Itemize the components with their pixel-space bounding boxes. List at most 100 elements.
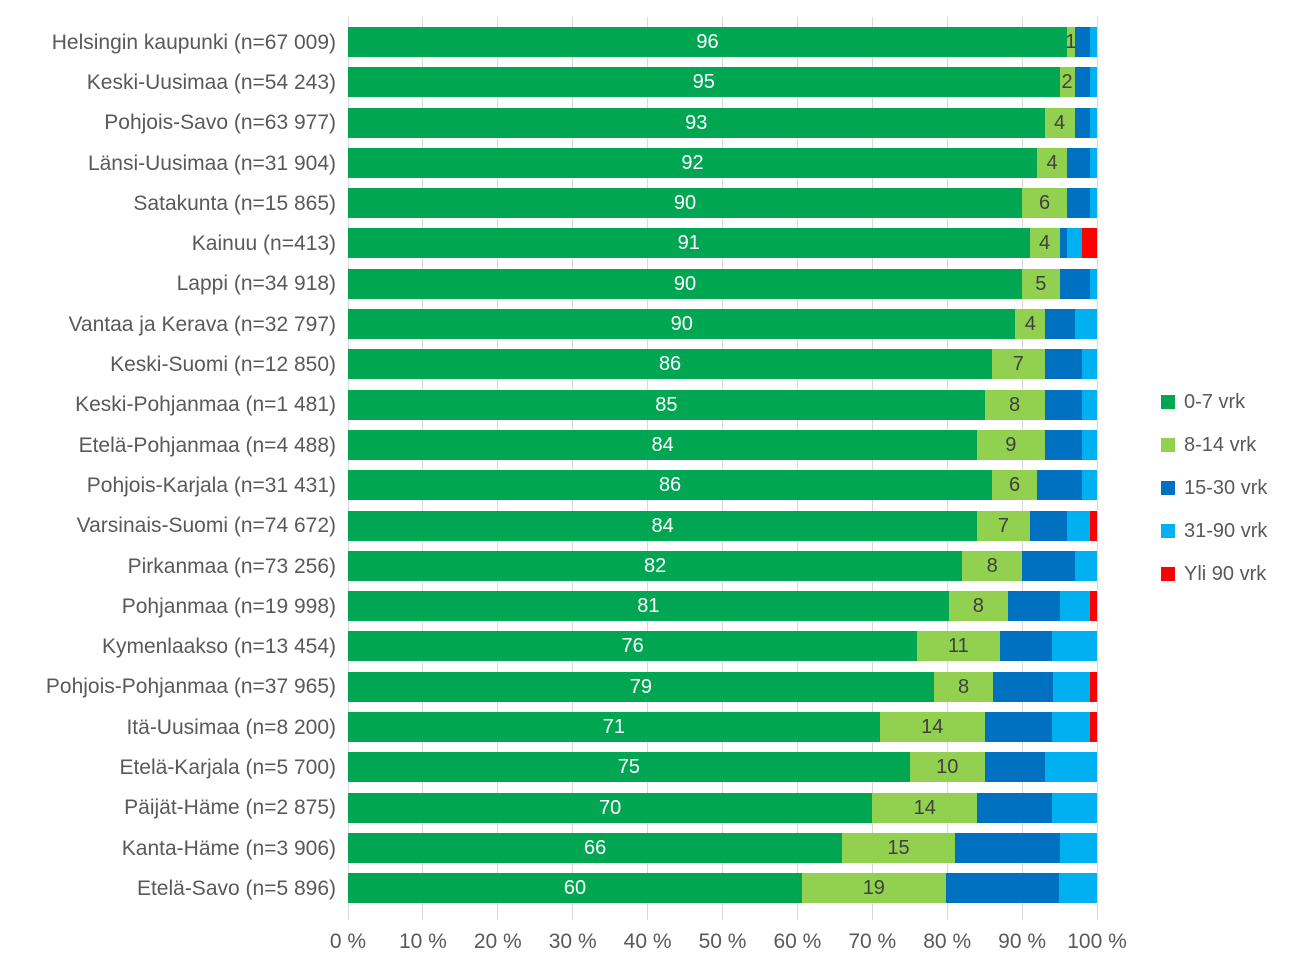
category-label: Satakunta (n=15 865) — [133, 191, 336, 215]
bar-segment-8-14-vrk: 4 — [1029, 228, 1060, 259]
category-label: Keski-Pohjanmaa (n=1 481) — [75, 393, 336, 417]
category-label: Keski-Uusimaa (n=54 243) — [86, 70, 336, 94]
bar-segment-31-90-vrk — [1052, 712, 1090, 743]
data-label: 8 — [972, 595, 984, 618]
bar-segment-15-30-vrk — [1008, 591, 1060, 622]
category-label-row: Pohjois-Pohjanmaa (n=37 965) — [0, 662, 336, 702]
stacked-bar: 93 4 — [348, 107, 1097, 138]
stacked-bar: 75 10 — [348, 752, 1098, 783]
bar-rows: 96 1 95 2 93 4 92 4 90 6 91 4 90 5 90 4 86 7 85 8 84 9 86 6 84 7 8… — [348, 17, 1098, 904]
gridline — [1096, 17, 1098, 920]
bar-segment-8-14-vrk: 8 — [933, 671, 994, 702]
category-label: Päijät-Häme (n=2 875) — [124, 796, 336, 820]
bar-segment-15-30-vrk — [1074, 107, 1090, 138]
data-label: 86 — [658, 353, 682, 376]
bar-segment-31-90-vrk — [1089, 27, 1097, 57]
category-label-row: Pohjanmaa (n=19 998) — [0, 581, 336, 621]
x-tick-label: 50 % — [698, 930, 747, 953]
gridline — [796, 17, 798, 920]
bar-segment-31-90-vrk — [1082, 429, 1097, 460]
bar-segment-0-7-vrk: 70 — [348, 792, 873, 823]
gridline — [722, 17, 723, 920]
legend-item: 15-30 vrk — [1161, 477, 1267, 499]
bar-row: 93 4 — [348, 98, 1097, 138]
data-label: 5 — [1035, 272, 1047, 295]
bar-segment-0-7-vrk: 84 — [348, 429, 978, 460]
category-label: Keski-Suomi (n=12 850) — [110, 353, 336, 377]
bar-segment-15-30-vrk — [1059, 228, 1068, 259]
bar-segment-8-14-vrk: 10 — [909, 752, 985, 783]
legend-label: 0-7 vrk — [1184, 391, 1246, 413]
bar-segment-15-30-vrk — [1067, 188, 1090, 219]
stacked-bar: 86 6 — [348, 470, 1097, 501]
category-label: Vantaa ja Kerava (n=32 797) — [68, 312, 336, 336]
data-label: 93 — [685, 111, 708, 134]
bar-segment-31-90-vrk — [1089, 107, 1097, 138]
category-axis: Helsingin kaupunki (n=67 009) Keski-Uusim… — [0, 17, 336, 904]
legend-item: 8-14 vrk — [1161, 434, 1267, 456]
category-label-row: Keski-Pohjanmaa (n=1 481) — [0, 380, 336, 420]
bar-row: 75 10 — [348, 742, 1098, 783]
x-tick-label: 0 % — [329, 930, 367, 953]
stacked-bar: 84 7 — [348, 510, 1097, 541]
data-label: 11 — [948, 635, 969, 658]
bar-segment-31-90-vrk — [1074, 309, 1097, 340]
bar-segment-15-30-vrk — [1074, 27, 1090, 57]
data-label: 9 — [1005, 433, 1017, 456]
bar-segment-15-30-vrk — [1044, 349, 1083, 380]
stacked-bar: 85 8 — [348, 389, 1098, 420]
bar-row: 92 4 — [348, 138, 1097, 178]
bar-segment-15-30-vrk — [1044, 429, 1083, 460]
bar-segment-15-30-vrk — [984, 712, 1053, 743]
bar-segment-0-7-vrk: 82 — [348, 550, 963, 581]
category-label: Kainuu (n=413) — [191, 232, 336, 256]
gridline — [347, 17, 349, 920]
bar-segment-8-14-vrk: 5 — [1022, 268, 1060, 299]
category-label: Etelä-Karjala (n=5 700) — [119, 755, 336, 779]
gridline — [422, 17, 424, 920]
category-label-row: Keski-Suomi (n=12 850) — [0, 339, 336, 379]
category-label: Itä-Uusimaa (n=8 200) — [126, 715, 336, 739]
bar-segment-31-90-vrk — [1059, 591, 1090, 622]
category-label-row: Kainuu (n=413) — [0, 218, 336, 258]
data-label: 2 — [1061, 71, 1073, 94]
category-label: Varsinais-Suomi (n=74 672) — [76, 514, 336, 538]
data-label: 91 — [677, 232, 700, 255]
category-label-row: Lappi (n=34 918) — [0, 259, 336, 299]
legend-label: 8-14 vrk — [1184, 434, 1257, 456]
x-tick-label: 80 % — [923, 930, 972, 953]
bar-segment-15-30-vrk — [1059, 268, 1090, 299]
bar-segment-31-90-vrk — [1067, 228, 1083, 259]
bar-segment-8-14-vrk: 2 — [1059, 67, 1075, 98]
gridline — [497, 17, 499, 920]
data-label: 86 — [658, 474, 682, 497]
bar-segment-15-30-vrk — [993, 671, 1053, 702]
legend-swatch — [1161, 567, 1175, 581]
category-label: Pohjois-Pohjanmaa (n=37 965) — [45, 675, 336, 699]
bar-row: 81 8 — [348, 581, 1097, 622]
bar-segment-31-90-vrk — [1059, 873, 1097, 904]
bar-row: 84 7 — [348, 501, 1097, 541]
bar-row: 79 8 — [348, 662, 1097, 702]
bar-segment-0-7-vrk: 76 — [348, 631, 918, 662]
bar-segment-0-7-vrk: 71 — [348, 712, 880, 743]
bar-segment-8-14-vrk: 8 — [948, 591, 1009, 622]
bar-segment-31-90-vrk — [1082, 470, 1097, 501]
category-label-row: Kymenlaakso (n=13 454) — [0, 621, 336, 661]
gridline — [1021, 17, 1023, 920]
x-tick-label: 40 % — [623, 930, 672, 953]
data-label: 70 — [599, 796, 622, 819]
plot-area: 96 1 95 2 93 4 92 4 90 6 91 4 90 5 90 4 86 7 85 8 84 9 86 6 84 7 8… — [347, 17, 1098, 920]
x-tick-label: 60 % — [773, 930, 822, 953]
bar-row: 66 15 — [348, 823, 1097, 863]
data-label: 8 — [986, 554, 998, 577]
category-label-row: Pohjois-Karjala (n=31 431) — [0, 460, 336, 500]
data-label: 79 — [629, 675, 653, 698]
bar-segment-0-7-vrk: 84 — [348, 510, 978, 541]
legend-swatch — [1161, 438, 1175, 452]
bar-segment-15-30-vrk — [1044, 389, 1083, 420]
bar-segment-8-14-vrk: 19 — [801, 873, 946, 904]
bar-segment-yli-90-vrk — [1089, 591, 1097, 622]
bar-segment-yli-90-vrk — [1089, 510, 1097, 541]
bar-segment-31-90-vrk — [1074, 550, 1098, 581]
